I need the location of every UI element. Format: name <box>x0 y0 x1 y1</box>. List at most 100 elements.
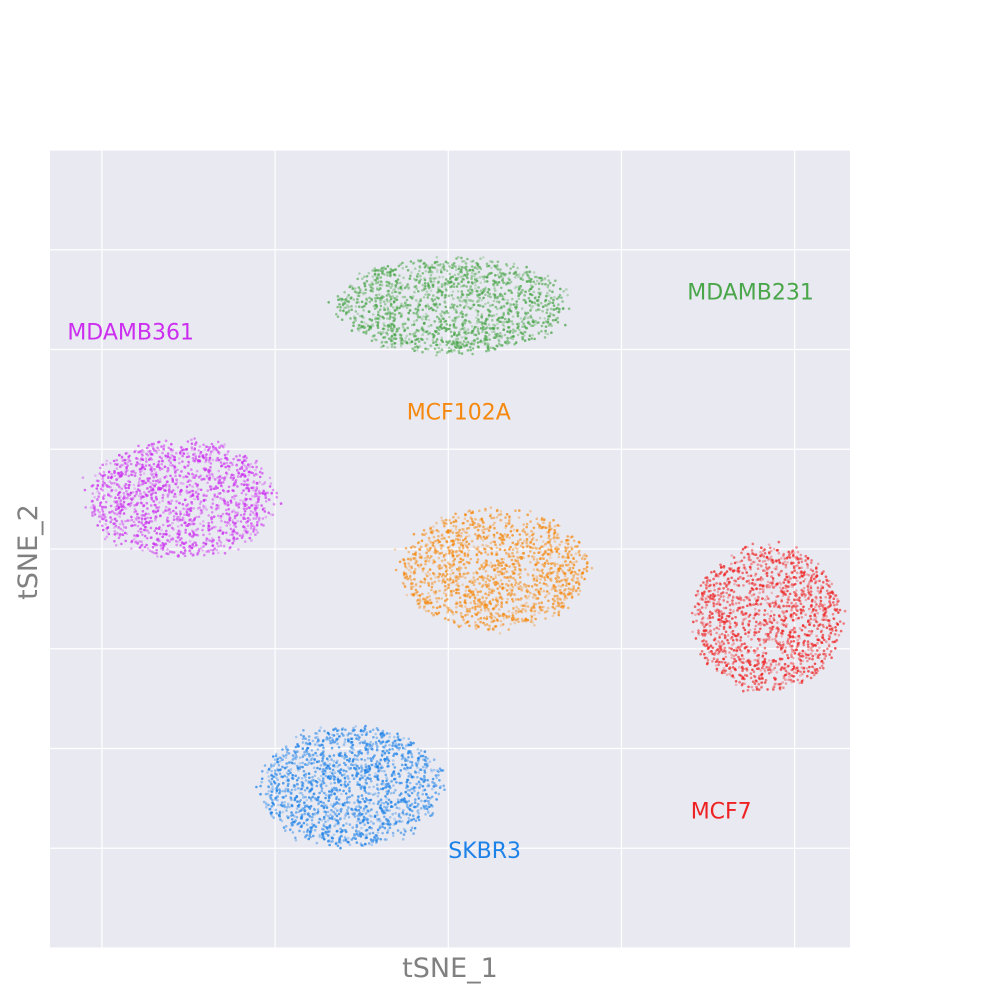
data-point <box>554 279 557 283</box>
data-point <box>121 523 125 526</box>
data-point <box>445 309 449 313</box>
data-point <box>379 331 382 334</box>
data-point <box>551 571 555 574</box>
data-point <box>153 468 156 471</box>
data-point <box>575 560 578 563</box>
data-point <box>443 301 447 304</box>
data-point <box>231 489 234 492</box>
data-point <box>229 501 233 504</box>
data-point <box>492 292 496 296</box>
data-point <box>430 277 434 280</box>
data-point <box>519 284 522 288</box>
data-point <box>138 478 141 482</box>
data-point <box>156 446 159 450</box>
data-point <box>514 566 517 569</box>
data-point <box>557 576 560 579</box>
data-point <box>461 558 465 562</box>
data-point <box>538 316 542 320</box>
data-point <box>535 538 538 542</box>
data-point <box>218 474 222 478</box>
data-point <box>781 643 785 647</box>
data-point <box>251 489 255 492</box>
data-point <box>574 545 577 548</box>
data-point <box>574 572 578 576</box>
data-point <box>543 552 546 555</box>
data-point <box>489 506 493 510</box>
data-point <box>455 257 458 260</box>
data-point <box>489 541 493 545</box>
data-point <box>497 561 500 564</box>
data-point <box>487 545 490 548</box>
data-point <box>375 305 379 308</box>
data-point <box>782 686 785 689</box>
data-point <box>455 554 459 558</box>
data-point <box>516 617 520 621</box>
data-point <box>418 265 422 268</box>
data-point <box>94 474 97 477</box>
data-point <box>238 454 242 457</box>
data-point <box>534 282 537 286</box>
data-point <box>417 259 421 263</box>
data-point <box>248 536 252 540</box>
data-point <box>457 282 461 286</box>
data-point <box>498 592 502 596</box>
data-point <box>561 565 565 568</box>
data-point <box>548 521 552 524</box>
data-point <box>435 600 439 603</box>
data-point <box>476 311 480 314</box>
data-point <box>154 527 158 530</box>
data-point <box>530 316 533 319</box>
data-point <box>719 563 722 567</box>
data-point <box>830 582 834 586</box>
data-point <box>526 316 530 320</box>
data-point <box>463 517 467 520</box>
data-point <box>503 317 507 321</box>
data-point <box>410 323 414 327</box>
data-point <box>462 278 466 281</box>
data-point <box>253 525 256 529</box>
data-point <box>395 308 399 312</box>
data-point <box>487 264 491 268</box>
data-point <box>494 289 497 292</box>
data-point <box>432 529 435 533</box>
data-point <box>227 539 230 542</box>
data-point <box>406 577 410 581</box>
data-point <box>493 324 497 327</box>
data-point <box>522 556 525 559</box>
data-point <box>545 590 549 593</box>
data-point <box>398 306 401 310</box>
data-point <box>140 543 144 547</box>
data-point <box>483 280 487 283</box>
data-point <box>532 542 536 546</box>
data-point <box>799 662 803 665</box>
data-point <box>159 544 163 547</box>
data-point <box>352 324 355 328</box>
data-point <box>83 488 87 492</box>
data-point <box>467 281 470 284</box>
data-point <box>536 597 540 600</box>
data-point <box>478 293 481 296</box>
data-point <box>568 566 572 570</box>
data-point <box>251 524 255 528</box>
data-point <box>471 259 475 263</box>
data-point <box>437 290 441 293</box>
data-point <box>407 311 411 315</box>
data-point <box>93 510 96 513</box>
data-point <box>457 569 461 573</box>
data-point <box>552 298 555 302</box>
data-point <box>175 517 179 521</box>
data-point <box>799 670 802 674</box>
data-point <box>227 507 230 511</box>
data-point <box>476 537 479 541</box>
data-point <box>458 270 462 274</box>
data-point <box>557 536 560 540</box>
data-point <box>152 475 155 479</box>
data-point <box>154 473 158 477</box>
data-point <box>452 560 455 563</box>
data-point <box>262 489 266 493</box>
data-point <box>809 617 813 621</box>
data-point <box>524 609 528 613</box>
data-point <box>199 450 203 454</box>
data-point <box>115 499 119 503</box>
data-point <box>144 521 148 524</box>
